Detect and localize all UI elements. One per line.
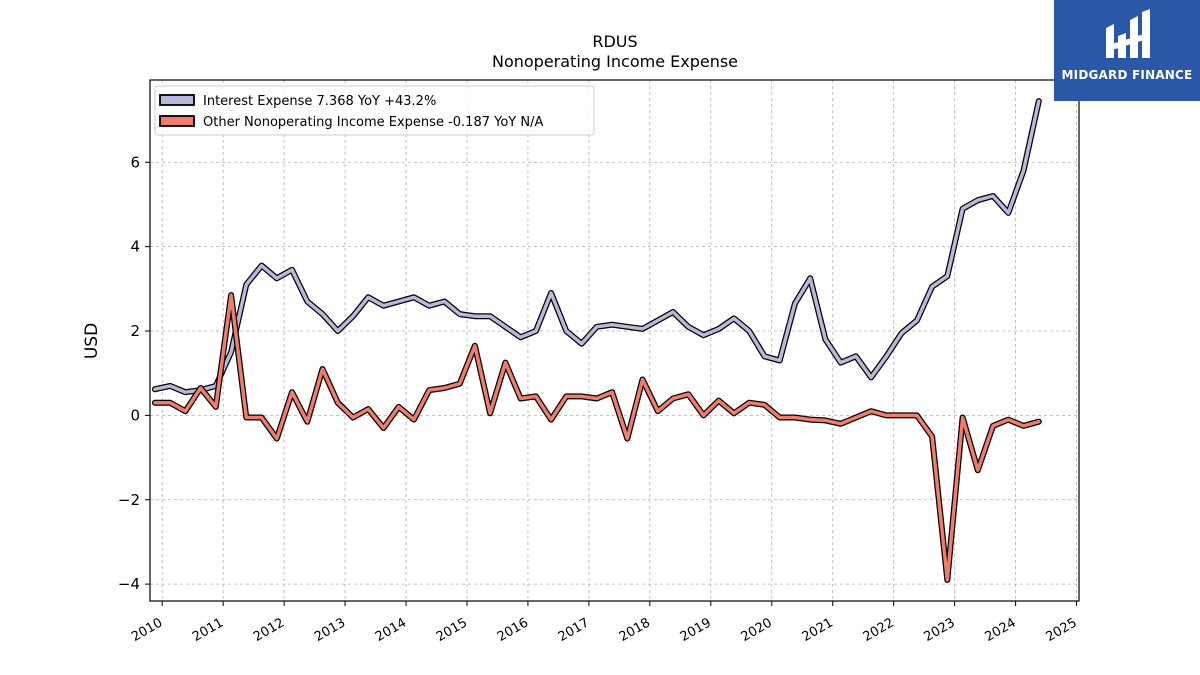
x-tick-label: 2021 [800,615,836,645]
chart-title: RDUS [592,32,637,51]
legend[interactable]: Interest Expense 7.368 YoY +43.2% Other N… [154,85,595,136]
series-interest-expense [151,98,1042,396]
midgard-finance-logo: MIDGARD FINANCE [1054,0,1200,101]
x-tick-label: 2016 [495,615,531,645]
x-tick-label: 2015 [434,615,470,645]
y-axis: −4 −2 0 2 4 6 [118,153,150,593]
y-axis-label: USD [82,323,102,359]
legend-box [154,85,595,136]
chart-subtitle: Nonoperating Income Expense [492,52,738,71]
legend-swatch [159,115,195,127]
x-tick-label: 2017 [556,615,592,645]
x-tick-label: 2022 [861,615,897,645]
x-tick-label: 2019 [678,615,714,645]
grid-lines [150,80,1079,601]
x-tick-label: 2020 [739,615,775,645]
y-tick-label: −4 [118,575,140,593]
legend-entry-label[interactable]: Interest Expense 7.368 YoY +43.2% [203,94,436,109]
series-line-outline [151,292,1042,583]
y-tick-label: 2 [130,322,140,340]
x-tick-label: 2014 [373,615,409,645]
x-tick-label: 2010 [129,615,165,645]
plot-frame [149,79,1080,602]
legend-entry-label[interactable]: Other Nonoperating Income Expense -0.187… [203,115,543,130]
x-tick-label: 2023 [922,615,958,645]
logo-mark-icon [1106,9,1150,58]
y-tick-label: −2 [118,491,140,509]
x-axis: 2010 2011 2012 2013 2014 2015 2016 2017 2018 2019… [129,601,1080,645]
x-tick-label: 2018 [617,615,653,645]
series-lines [151,98,1042,583]
logo-text: MIDGARD FINANCE [1061,68,1193,82]
y-tick-label: 6 [130,153,140,171]
x-tick-label: 2011 [190,615,226,645]
series-line [153,99,1041,394]
x-tick-label: 2024 [983,615,1019,645]
y-tick-label: 4 [130,238,140,256]
x-tick-label: 2025 [1043,615,1079,645]
x-tick-label: 2012 [251,615,287,645]
legend-swatch [159,94,195,106]
series-line [153,293,1041,582]
series-other-nonoperating-income-expense [151,292,1042,583]
x-tick-label: 2013 [312,615,348,645]
y-tick-label: 0 [130,406,140,424]
